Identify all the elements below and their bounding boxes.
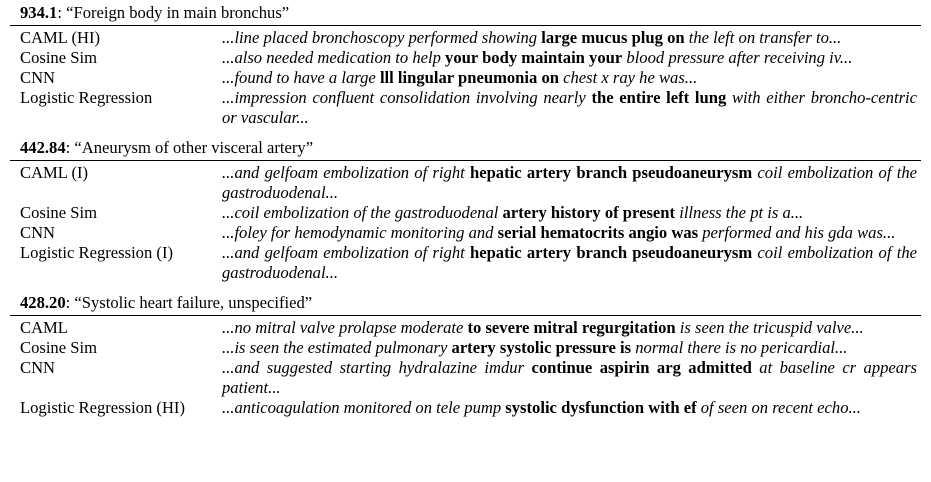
- code-description: : “Foreign body in main bronchus”: [57, 3, 290, 22]
- highlighted-phrase: serial hematocrits angio was: [497, 223, 699, 242]
- evidence-text: ...anticoagulation monitored on tele pum…: [222, 398, 861, 417]
- evidence-text: ...found to have a large lll lingular pn…: [222, 68, 698, 87]
- table-row: Cosine Sim ...also needed medication to …: [10, 48, 921, 68]
- model-name: Logistic Regression (I): [20, 243, 173, 262]
- highlighted-phrase: to severe mitral regurgitation: [467, 318, 676, 337]
- icd-code: 428.20: [20, 293, 66, 312]
- model-name: CAML: [20, 318, 68, 337]
- evidence-text: ...and gelfoam embolization of right hep…: [222, 163, 917, 202]
- model-name: CAML (HI): [20, 28, 101, 47]
- highlighted-phrase: lll lingular pneumonia on: [379, 68, 559, 87]
- model-name: Cosine Sim: [20, 48, 97, 67]
- highlighted-phrase: systolic dysfunction with ef: [505, 398, 697, 417]
- model-name: CAML (I): [20, 163, 89, 182]
- highlighted-phrase: large mucus plug on: [541, 28, 685, 47]
- table-row: CAML (I) ...and gelfoam embolization of …: [10, 163, 921, 203]
- evidence-text: ...is seen the estimated pulmonary arter…: [222, 338, 848, 357]
- code-header: 934.1: “Foreign body in main bronchus”: [10, 3, 921, 23]
- table-rule: [10, 25, 921, 26]
- model-name: CNN: [20, 358, 56, 377]
- icd-code: 442.84: [20, 138, 66, 157]
- model-name: CNN: [20, 68, 56, 87]
- model-name: Cosine Sim: [20, 338, 97, 357]
- table-row: Logistic Regression ...impression conflu…: [10, 88, 921, 128]
- highlighted-phrase: your body maintain your: [445, 48, 623, 67]
- evidence-text: ...also needed medication to help your b…: [222, 48, 853, 67]
- highlighted-phrase: the entire left lung: [591, 88, 727, 107]
- code-group: 442.84: “Aneurysm of other visceral arte…: [10, 138, 921, 283]
- highlighted-phrase: continue aspirin arg admitted: [531, 358, 752, 377]
- table-row: Logistic Regression (HI) ...anticoagulat…: [10, 398, 921, 418]
- table-row: Cosine Sim ...coil embolization of the g…: [10, 203, 921, 223]
- table-row: CNN ...found to have a large lll lingula…: [10, 68, 921, 88]
- table-rule: [10, 160, 921, 161]
- table-rule: [10, 315, 921, 316]
- code-header: 428.20: “Systolic heart failure, unspeci…: [10, 293, 921, 313]
- table-row: CNN ...and suggested starting hydralazin…: [10, 358, 921, 398]
- evidence-text: ...and gelfoam embolization of right hep…: [222, 243, 917, 282]
- model-name: Cosine Sim: [20, 203, 97, 222]
- code-group: 428.20: “Systolic heart failure, unspeci…: [10, 293, 921, 418]
- code-description: : “Aneurysm of other visceral artery”: [65, 138, 314, 157]
- model-name: CNN: [20, 223, 56, 242]
- evidence-text: ...coil embolization of the gastroduoden…: [222, 203, 804, 222]
- examples-table: 934.1: “Foreign body in main bronchus” C…: [10, 0, 921, 418]
- code-description: : “Systolic heart failure, unspecified”: [65, 293, 313, 312]
- table-row: CAML ...no mitral valve prolapse moderat…: [10, 318, 921, 338]
- evidence-text: ...impression confluent consolidation in…: [222, 88, 917, 127]
- highlighted-phrase: hepatic artery branch pseudoaneurysm: [469, 163, 753, 182]
- icd-code: 934.1: [20, 3, 58, 22]
- table-row: Logistic Regression (I) ...and gelfoam e…: [10, 243, 921, 283]
- table-row: Cosine Sim ...is seen the estimated pulm…: [10, 338, 921, 358]
- code-header: 442.84: “Aneurysm of other visceral arte…: [10, 138, 921, 158]
- highlighted-phrase: artery history of present: [502, 203, 676, 222]
- table-row: CAML (HI) ...line placed bronchoscopy pe…: [10, 28, 921, 48]
- evidence-text: ...foley for hemodynamic monitoring and …: [222, 223, 896, 242]
- highlighted-phrase: artery systolic pressure is: [451, 338, 632, 357]
- evidence-text: ...no mitral valve prolapse moderate to …: [222, 318, 864, 337]
- model-name: Logistic Regression (HI): [20, 398, 185, 417]
- evidence-text: ...and suggested starting hydralazine im…: [222, 358, 918, 397]
- table-row: CNN ...foley for hemodynamic monitoring …: [10, 223, 921, 243]
- model-name: Logistic Regression: [20, 88, 153, 107]
- code-group: 934.1: “Foreign body in main bronchus” C…: [10, 3, 921, 128]
- evidence-text: ...line placed bronchoscopy performed sh…: [222, 28, 842, 47]
- highlighted-phrase: hepatic artery branch pseudoaneurysm: [469, 243, 753, 262]
